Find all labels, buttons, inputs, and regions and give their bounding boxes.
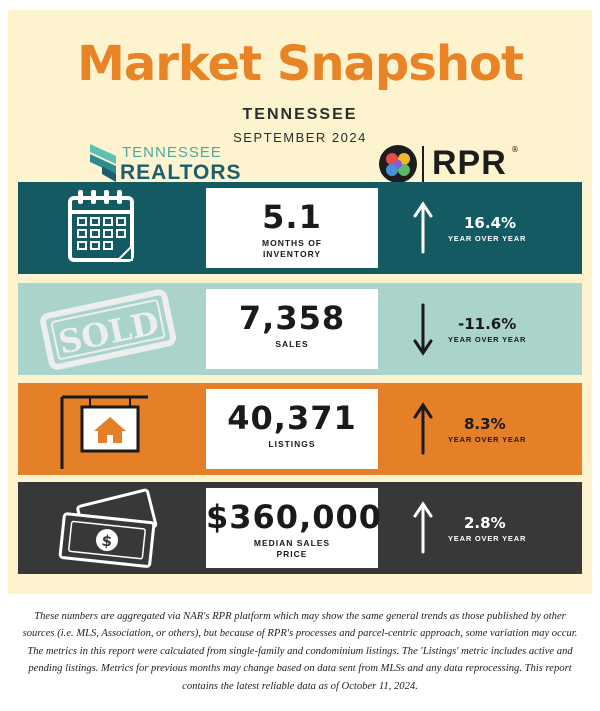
- rpr-registered-mark: ®: [511, 145, 519, 154]
- tennessee-realtors-mark-icon: [90, 144, 116, 182]
- metric-label-line2: INVENTORY: [262, 249, 322, 259]
- sold-stamp-icon: SOLD: [18, 283, 204, 375]
- arrow-up-icon: [413, 501, 433, 554]
- metric-yoy-label: YEAR OVER YEAR: [448, 534, 527, 543]
- metric-label: MEDIAN SALES PRICE: [206, 538, 378, 560]
- metric-label-line1: SALES: [275, 339, 309, 349]
- rpr-logo: RPR ®: [378, 142, 519, 186]
- page-title: Market Snapshot: [77, 36, 524, 92]
- arrow-down-icon: [413, 303, 433, 356]
- metric-label-line1: MEDIAN SALES: [253, 538, 331, 548]
- metric-row-listings: 40,371 LISTINGS 8.3% YEAR OVER YEAR: [18, 383, 582, 475]
- metric-label-line1: LISTINGS: [268, 439, 316, 449]
- arrow-up-icon: [413, 201, 433, 254]
- rpr-flower-icon: [379, 145, 417, 183]
- metric-value-box: $360,000 MEDIAN SALES PRICE: [206, 488, 383, 568]
- metric-row-inventory: 5.1 MONTHS OF INVENTORY 16.4% YEAR OVER …: [18, 182, 582, 274]
- state-name: TENNESSEE: [242, 106, 358, 123]
- metric-label: MONTHS OF INVENTORY: [206, 238, 378, 260]
- metric-value-box: 7,358 SALES: [206, 289, 378, 369]
- metric-label-line1: MONTHS OF: [262, 238, 322, 248]
- tennessee-realtors-line1: TENNESSEE: [122, 144, 222, 161]
- disclaimer-text: These numbers are aggregated via NAR's R…: [22, 611, 578, 692]
- metric-yoy-label: YEAR OVER YEAR: [448, 435, 527, 444]
- metric-change: -11.6%: [458, 315, 517, 333]
- metric-label: LISTINGS: [206, 439, 378, 450]
- metric-yoy-label: YEAR OVER YEAR: [448, 335, 527, 344]
- metric-value: 40,371: [227, 399, 357, 437]
- svg-text:$: $: [101, 532, 113, 551]
- rpr-text: RPR: [432, 144, 507, 182]
- metric-row-median-price: $ $360,000 MEDIAN SALES PRICE 2.8% YEAR …: [18, 482, 582, 574]
- tennessee-realtors-line2: REALTORS: [120, 161, 242, 184]
- calendar-icon: [18, 182, 204, 274]
- tennessee-realtors-logo: TENNESSEE REALTORS: [86, 138, 241, 190]
- rpr-separator: [422, 146, 424, 182]
- metric-value-box: 5.1 MONTHS OF INVENTORY: [206, 188, 378, 268]
- money-icon: $: [18, 482, 204, 574]
- metric-label-line2: PRICE: [276, 549, 308, 559]
- metric-value-box: 40,371 LISTINGS: [206, 389, 378, 469]
- metric-value: 5.1: [262, 198, 322, 236]
- metric-change: 16.4%: [464, 214, 517, 232]
- metric-value: 7,358: [238, 299, 346, 337]
- metric-change: 2.8%: [464, 514, 506, 532]
- house-sign-icon: [18, 383, 204, 475]
- arrow-up-icon: [413, 402, 433, 455]
- metric-row-sales: SOLD 7,358 SALES -11.6% YEAR OVER YEAR: [18, 283, 582, 375]
- metric-change: 8.3%: [464, 415, 506, 433]
- metric-label: SALES: [206, 339, 378, 350]
- metric-yoy-label: YEAR OVER YEAR: [448, 234, 527, 243]
- metric-value: $360,000: [206, 498, 383, 536]
- report-period: SEPTEMBER 2024: [233, 130, 367, 145]
